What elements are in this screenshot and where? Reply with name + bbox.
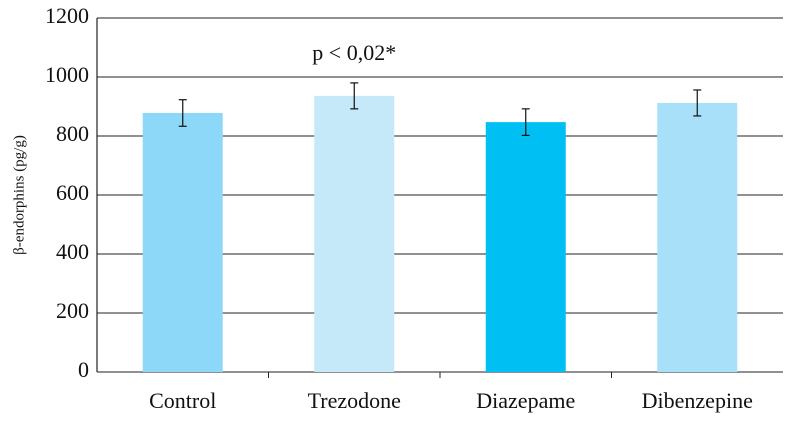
y-tick-label: 400	[56, 239, 89, 264]
y-tick-label: 1000	[45, 62, 89, 87]
x-tick-label: Trezodone	[308, 388, 401, 413]
bar	[657, 102, 738, 373]
x-tick-label: Dibenzepine	[642, 388, 753, 413]
bar	[485, 122, 566, 372]
y-tick-label: 0	[78, 357, 89, 382]
y-axis-label: β-endorphins (pg/g)	[11, 135, 27, 255]
annotation: p < 0,02*	[312, 40, 396, 65]
error-bar	[693, 89, 702, 117]
x-tick-label: Control	[149, 388, 216, 413]
error-bar	[350, 82, 359, 110]
bar	[142, 112, 223, 373]
y-tick-label: 800	[56, 121, 89, 146]
y-tick-label: 1200	[45, 3, 89, 28]
y-tick-label: 600	[56, 180, 89, 205]
error-bar	[521, 108, 530, 137]
x-tick-label: Diazepame	[476, 388, 575, 413]
bar	[314, 95, 395, 372]
y-tick-label: 200	[56, 298, 89, 323]
error-bar	[178, 99, 187, 127]
